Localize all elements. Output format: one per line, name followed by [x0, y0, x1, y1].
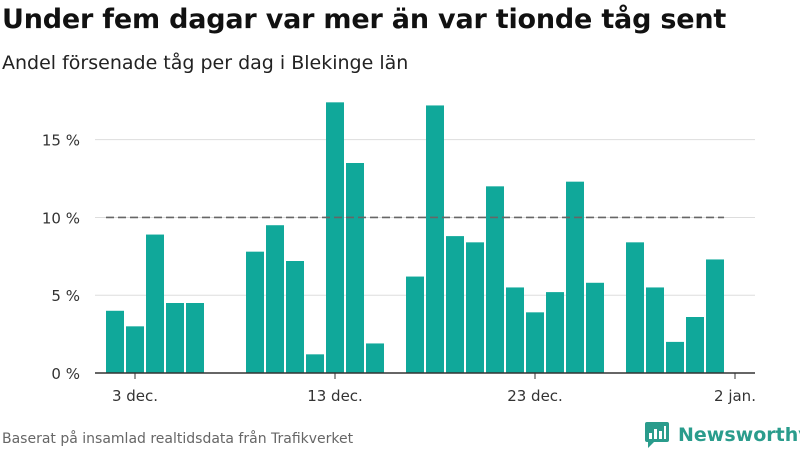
- newsworthy-icon: [645, 422, 669, 448]
- chart-title: Under fem dagar var mer än var tionde tå…: [2, 4, 727, 35]
- bar: [506, 287, 524, 373]
- bar: [426, 105, 444, 373]
- chart-subtitle: Andel försenade tåg per dag i Blekinge l…: [2, 52, 409, 74]
- y-tick-label: 5 %: [51, 287, 80, 305]
- x-tick-label: 23 dec.: [507, 387, 563, 405]
- bar: [106, 310, 124, 373]
- bar: [626, 242, 644, 373]
- bar: [566, 181, 584, 373]
- x-tick-label: 2 jan.: [714, 387, 756, 405]
- bar: [286, 261, 304, 373]
- bar-chart: 0 % 5 % 10 % 15 % 3 dec. 13 dec. 23 dec. 2 jan.: [42, 102, 756, 405]
- newsworthy-logo[interactable]: Newsworthy: [644, 420, 800, 450]
- y-tick-label: 0 %: [51, 365, 80, 383]
- bar: [406, 276, 424, 373]
- bar: [166, 303, 184, 373]
- y-tick-label: 15 %: [42, 132, 80, 150]
- bar: [546, 292, 564, 373]
- x-tick-label: 13 dec.: [307, 387, 363, 405]
- bar: [326, 102, 344, 373]
- y-tick-label: 10 %: [42, 209, 80, 227]
- bars: [106, 102, 724, 373]
- brand-name: Newsworthy: [678, 424, 800, 446]
- bar: [306, 354, 324, 373]
- bar: [366, 343, 384, 373]
- bar: [686, 317, 704, 373]
- bar: [446, 236, 464, 373]
- axes: 0 % 5 % 10 % 15 % 3 dec. 13 dec. 23 dec. 2 jan.: [42, 132, 756, 405]
- bar: [526, 312, 544, 373]
- bar: [146, 234, 164, 373]
- bar: [186, 303, 204, 373]
- x-tick-label: 3 dec.: [112, 387, 158, 405]
- bar: [346, 163, 364, 373]
- bar: [666, 341, 684, 373]
- bar: [586, 282, 604, 373]
- bar: [706, 259, 724, 373]
- bar: [126, 326, 144, 373]
- bar: [646, 287, 664, 373]
- bar: [246, 251, 264, 373]
- bar: [466, 242, 484, 373]
- bar: [486, 186, 504, 373]
- bar: [266, 225, 284, 373]
- source-note: Baserat på insamlad realtidsdata från Tr…: [2, 431, 354, 447]
